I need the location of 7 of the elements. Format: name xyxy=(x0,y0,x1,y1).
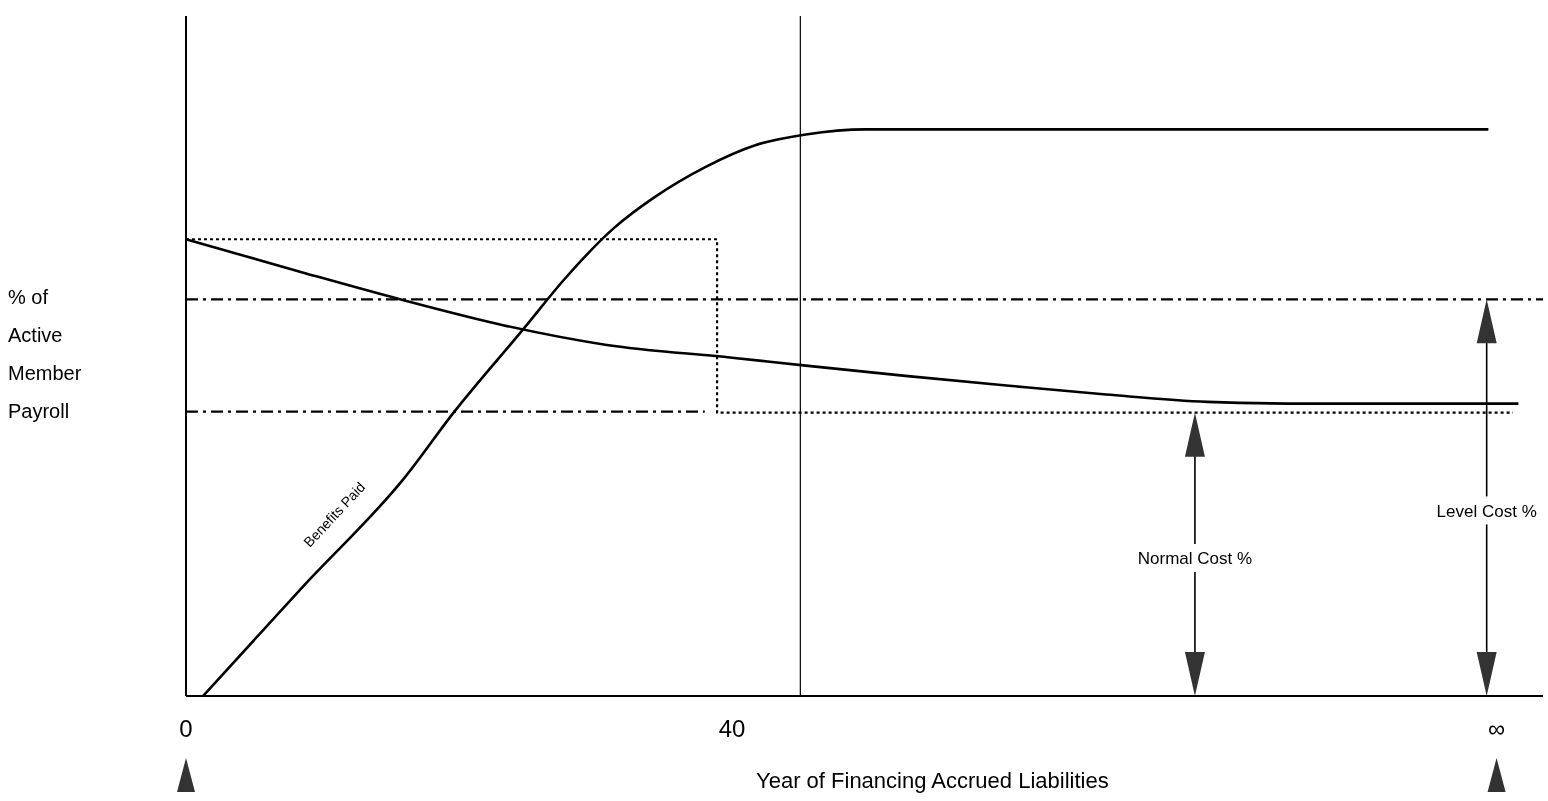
annotation: Level Cost % xyxy=(1436,501,1537,521)
y-axis-title: % of Active Member Payroll xyxy=(8,285,83,424)
annotation: Normal Cost % xyxy=(1137,549,1253,569)
x-tick-label: 0 xyxy=(179,715,193,743)
x-tick-label: 40 xyxy=(718,715,746,743)
x-tick-label: ∞ xyxy=(1488,715,1506,743)
x-axis-title: Year of Financing Accrued Liabilities xyxy=(756,768,1109,793)
